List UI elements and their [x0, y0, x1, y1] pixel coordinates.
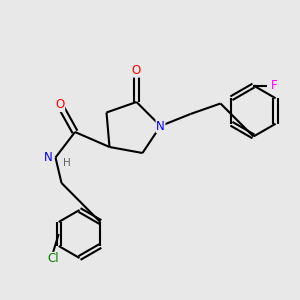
Text: N: N [44, 151, 52, 164]
Text: Cl: Cl [47, 252, 58, 266]
Text: N: N [156, 119, 165, 133]
Text: O: O [56, 98, 64, 112]
Text: O: O [132, 64, 141, 77]
Text: F: F [271, 79, 278, 92]
Text: H: H [63, 158, 71, 168]
